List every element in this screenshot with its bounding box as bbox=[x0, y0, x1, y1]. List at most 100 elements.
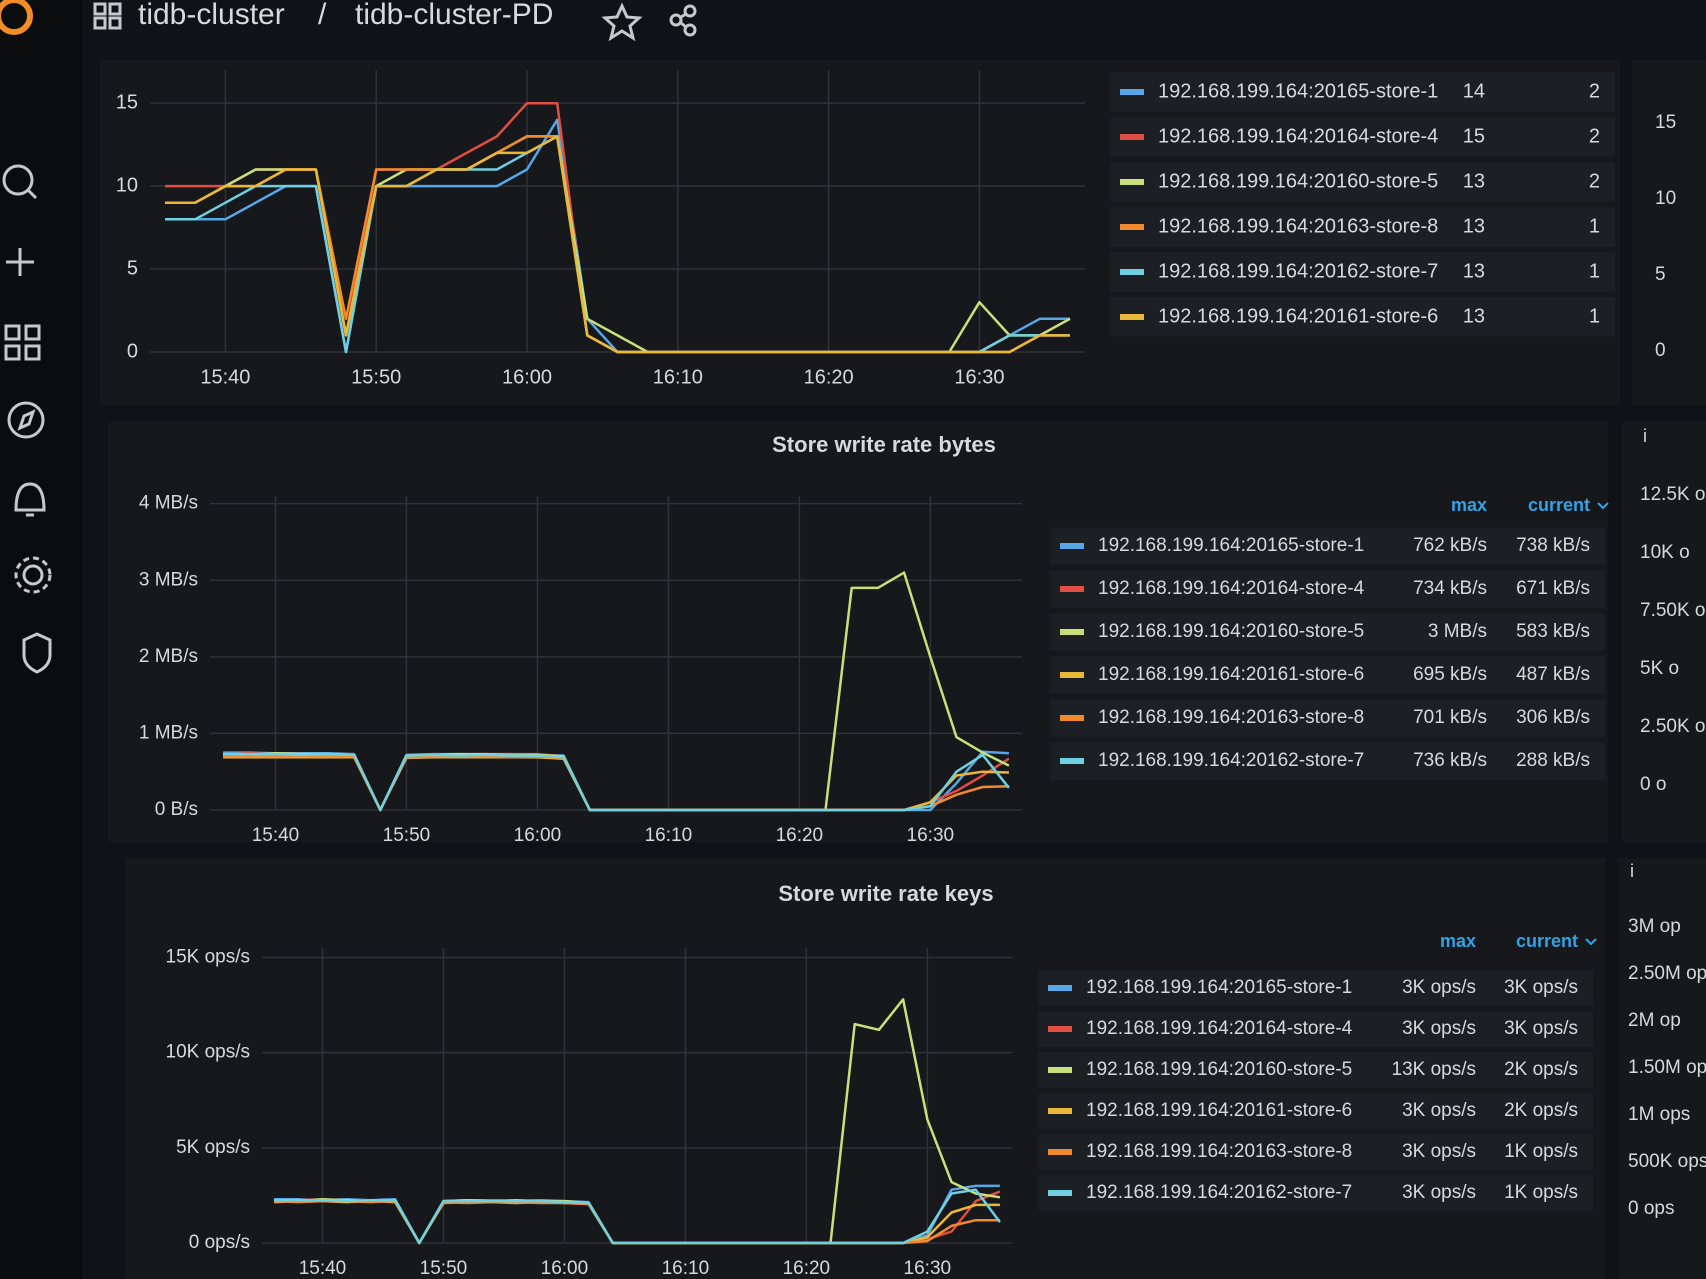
shield-icon[interactable] bbox=[22, 632, 52, 674]
legend-value: 13 bbox=[1463, 170, 1485, 192]
legend-label[interactable]: 192.168.199.164:20164-store-4 bbox=[1086, 1018, 1353, 1039]
explore-icon[interactable] bbox=[7, 401, 45, 439]
y-tick-label: 15 bbox=[116, 91, 138, 113]
legend-label[interactable]: 192.168.199.164:20165-store-1 bbox=[1086, 977, 1352, 998]
legend-value: 736 kB/s bbox=[1413, 750, 1487, 771]
y-tick-label: 1 MB/s bbox=[139, 722, 198, 743]
x-tick-label: 16:00 bbox=[541, 1258, 589, 1279]
side-panel-label: 5 bbox=[1655, 264, 1666, 285]
legend-column-header: max bbox=[1451, 495, 1487, 515]
legend-column-header: current bbox=[1528, 495, 1590, 515]
legend-column-header: current bbox=[1516, 931, 1578, 951]
legend-value: 1K ops/s bbox=[1504, 1141, 1578, 1162]
legend-value: 1K ops/s bbox=[1504, 1182, 1578, 1203]
x-tick-label: 16:30 bbox=[954, 366, 1004, 388]
y-tick-label: 5K ops/s bbox=[176, 1137, 250, 1158]
apps-icon[interactable] bbox=[93, 2, 122, 30]
breadcrumb-folder[interactable]: tidb-cluster bbox=[138, 0, 285, 31]
x-tick-label: 15:50 bbox=[383, 825, 431, 846]
legend-swatch bbox=[1120, 269, 1144, 275]
legend-value: 738 kB/s bbox=[1516, 535, 1590, 556]
add-icon[interactable] bbox=[6, 248, 34, 276]
search-icon[interactable] bbox=[2, 164, 38, 200]
legend-label[interactable]: 192.168.199.164:20164-store-4 bbox=[1098, 578, 1365, 599]
y-tick-label: 15K ops/s bbox=[166, 947, 251, 968]
legend-value: 2 bbox=[1589, 80, 1600, 102]
legend-label[interactable]: 192.168.199.164:20162-store-7 bbox=[1086, 1182, 1352, 1203]
legend-column-header: max bbox=[1440, 931, 1476, 951]
legend-value: 3K ops/s bbox=[1504, 977, 1578, 998]
legend-label[interactable]: 192.168.199.164:20160-store-5 bbox=[1098, 621, 1364, 642]
side-panel bbox=[1622, 422, 1706, 842]
side-panel-label: 2.50K o bbox=[1640, 716, 1706, 737]
star-icon[interactable] bbox=[601, 2, 643, 42]
legend-value: 671 kB/s bbox=[1516, 578, 1590, 599]
y-tick-label: 10 bbox=[116, 174, 138, 196]
legend-row bbox=[1050, 699, 1605, 737]
settings-icon[interactable] bbox=[14, 556, 52, 594]
sort-chevron bbox=[1585, 938, 1597, 946]
legend-label[interactable]: 192.168.199.164:20160-store-5 bbox=[1086, 1059, 1352, 1080]
share-icon[interactable] bbox=[669, 4, 697, 37]
legend-label[interactable]: 192.168.199.164:20161-store-6 bbox=[1158, 305, 1438, 327]
legend-value: 701 kB/s bbox=[1413, 707, 1487, 728]
x-tick-label: 16:10 bbox=[653, 366, 703, 388]
legend-value: 3K ops/s bbox=[1402, 1182, 1476, 1203]
legend-value: 762 kB/s bbox=[1413, 535, 1487, 556]
legend-label[interactable]: 192.168.199.164:20163-store-8 bbox=[1158, 215, 1438, 237]
side-panel bbox=[1618, 858, 1706, 1279]
legend-value: 13 bbox=[1463, 305, 1485, 327]
legend-swatch bbox=[1060, 758, 1084, 764]
legend-label[interactable]: 192.168.199.164:20161-store-6 bbox=[1086, 1100, 1352, 1121]
x-tick-label: 16:10 bbox=[645, 825, 693, 846]
legend-value: 15 bbox=[1463, 125, 1485, 147]
x-tick-label: 16:00 bbox=[502, 366, 552, 388]
legend-row bbox=[1038, 1052, 1593, 1088]
y-tick-label: 4 MB/s bbox=[139, 493, 198, 514]
legend-value: 13 bbox=[1463, 215, 1485, 237]
legend-label[interactable]: 192.168.199.164:20165-store-1 bbox=[1158, 80, 1438, 102]
legend-swatch bbox=[1048, 1067, 1072, 1073]
series-line bbox=[274, 1188, 1001, 1245]
legend-value: 3K ops/s bbox=[1402, 977, 1476, 998]
side-panel-label: 0 bbox=[1655, 340, 1666, 361]
legend-swatch bbox=[1048, 1149, 1072, 1155]
legend-value: 2 bbox=[1589, 125, 1600, 147]
side-panel-label: 15 bbox=[1655, 112, 1676, 133]
legend-value: 2K ops/s bbox=[1504, 1100, 1578, 1121]
side-panel-label: 12.5K o bbox=[1640, 484, 1706, 505]
legend-swatch bbox=[1048, 1026, 1072, 1032]
info-icon[interactable]: i bbox=[1630, 861, 1634, 881]
y-tick-label: 0 bbox=[127, 340, 138, 362]
legend-label[interactable]: 192.168.199.164:20163-store-8 bbox=[1086, 1141, 1352, 1162]
side-panel-label: 1M ops bbox=[1628, 1104, 1690, 1125]
breadcrumb-dashboard[interactable]: tidb-cluster-PD bbox=[355, 0, 553, 31]
legend-row bbox=[1110, 117, 1615, 157]
legend-label[interactable]: 192.168.199.164:20164-store-4 bbox=[1158, 125, 1438, 147]
side-panel-label: 2.50M op bbox=[1628, 963, 1706, 984]
legend-row bbox=[1110, 162, 1615, 202]
side-panel-label: 5K o bbox=[1640, 658, 1679, 679]
legend-label[interactable]: 192.168.199.164:20162-store-7 bbox=[1098, 750, 1364, 771]
dashboards-icon[interactable] bbox=[4, 324, 41, 361]
legend-label[interactable]: 192.168.199.164:20160-store-5 bbox=[1158, 170, 1438, 192]
side-panel-label: 7.50K o bbox=[1640, 600, 1706, 621]
legend-label[interactable]: 192.168.199.164:20163-store-8 bbox=[1098, 707, 1364, 728]
legend-row bbox=[1110, 297, 1615, 337]
alerting-icon[interactable] bbox=[14, 482, 46, 517]
x-tick-label: 16:10 bbox=[662, 1258, 710, 1279]
logo[interactable] bbox=[0, 0, 33, 35]
legend-label[interactable]: 192.168.199.164:20162-store-7 bbox=[1158, 260, 1438, 282]
legend-label[interactable]: 192.168.199.164:20161-store-6 bbox=[1098, 664, 1364, 685]
panel-title: Store write rate bytes bbox=[772, 432, 996, 457]
x-tick-label: 16:30 bbox=[907, 825, 955, 846]
info-icon[interactable]: i bbox=[1643, 426, 1647, 446]
legend-swatch bbox=[1120, 134, 1144, 140]
panel-title: Store write rate keys bbox=[778, 881, 993, 906]
legend-swatch bbox=[1120, 314, 1144, 320]
legend-row bbox=[1050, 570, 1605, 608]
legend-label[interactable]: 192.168.199.164:20165-store-1 bbox=[1098, 535, 1364, 556]
side-panel-label: 0 ops bbox=[1628, 1198, 1674, 1219]
legend-value: 695 kB/s bbox=[1413, 664, 1487, 685]
side-panel-label: 2M op bbox=[1628, 1010, 1681, 1031]
